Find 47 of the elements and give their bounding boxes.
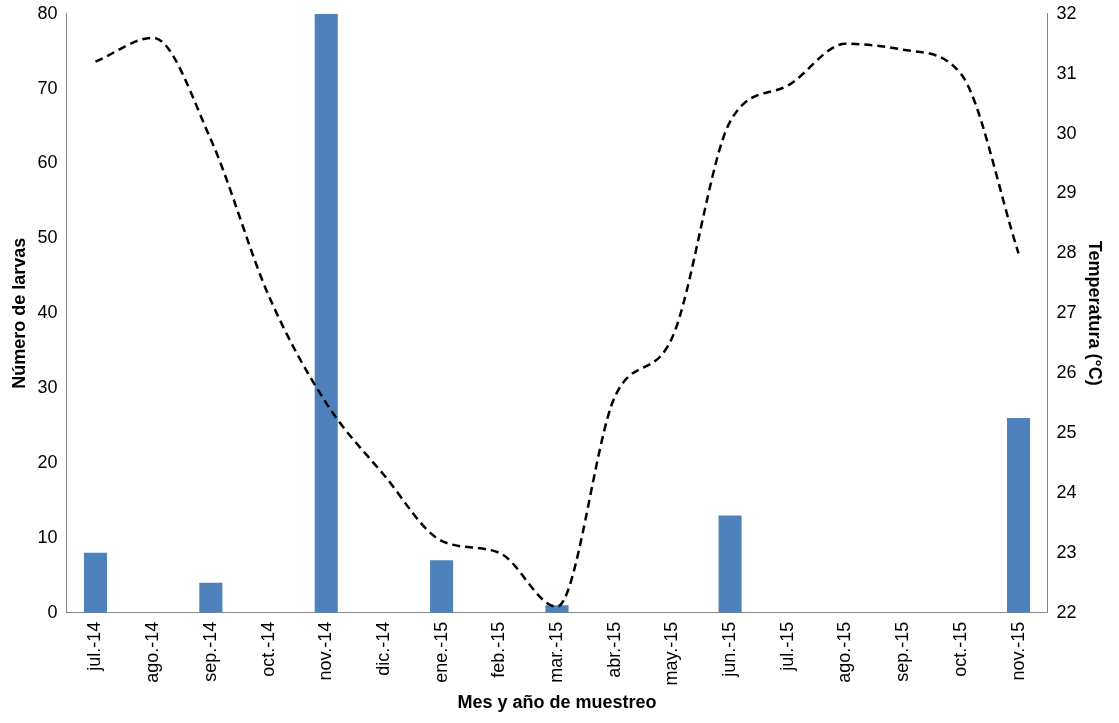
y2-tick-label: 24 <box>1056 481 1077 502</box>
y2-tick-label: 30 <box>1056 122 1077 143</box>
x-axis-title: Mes y año de muestreo <box>457 692 657 713</box>
y2-tick-label: 23 <box>1056 541 1077 562</box>
x-tick-label: jun.-15 <box>719 621 740 678</box>
x-tick-label: jul.-14 <box>84 621 105 672</box>
x-tick-label: oct.-15 <box>949 621 970 677</box>
x-tick-label: feb.-15 <box>488 621 509 678</box>
y2-tick-label: 25 <box>1056 422 1077 443</box>
y-tick-label: 80 <box>37 2 58 23</box>
y2-tick-label: 29 <box>1056 182 1077 203</box>
x-tick-label: nov.-15 <box>1007 621 1028 681</box>
bar <box>1006 418 1031 613</box>
y-tick-label: 40 <box>37 302 58 323</box>
x-tick-label: dic.-14 <box>372 621 393 676</box>
y2-tick-label: 31 <box>1056 62 1077 83</box>
y2-tick-label: 26 <box>1056 362 1077 383</box>
line-series <box>94 36 1020 608</box>
y2-tick-label: 28 <box>1056 242 1077 263</box>
y-tick-label: 50 <box>37 227 58 248</box>
x-tick-label: jul.-15 <box>776 621 797 672</box>
y2-axis-title: Temperatura (°C) <box>1085 240 1106 386</box>
bar <box>83 552 108 613</box>
bar <box>314 13 338 613</box>
y-tick-label: 0 <box>47 601 58 622</box>
y-axis-title: Número de larvas <box>8 237 29 389</box>
bar <box>430 560 454 613</box>
bar <box>718 515 742 613</box>
x-tick-label: sep.-15 <box>892 621 913 682</box>
y2-tick-label: 32 <box>1056 2 1077 23</box>
y-tick-label: 10 <box>37 526 58 547</box>
y-tick-label: 60 <box>37 152 58 173</box>
x-tick-label: sep.-14 <box>199 621 220 682</box>
y-tick-label: 70 <box>37 77 58 98</box>
x-tick-label: mar.-15 <box>545 621 566 683</box>
y-tick-label: 20 <box>37 451 58 472</box>
y2-tick-label: 22 <box>1056 601 1077 622</box>
x-tick-label: ago.-14 <box>142 621 163 683</box>
x-tick-label: oct.-14 <box>257 621 278 677</box>
x-tick-label: may.-15 <box>661 621 682 686</box>
x-tick-label: ene.-15 <box>430 621 451 683</box>
x-tick-label: ago.-15 <box>834 621 855 683</box>
x-tick-label: abr.-15 <box>603 621 624 678</box>
y-tick-label: 30 <box>37 377 58 398</box>
y2-tick-label: 27 <box>1056 302 1077 323</box>
bar <box>199 582 223 613</box>
x-tick-label: nov.-14 <box>315 621 336 681</box>
